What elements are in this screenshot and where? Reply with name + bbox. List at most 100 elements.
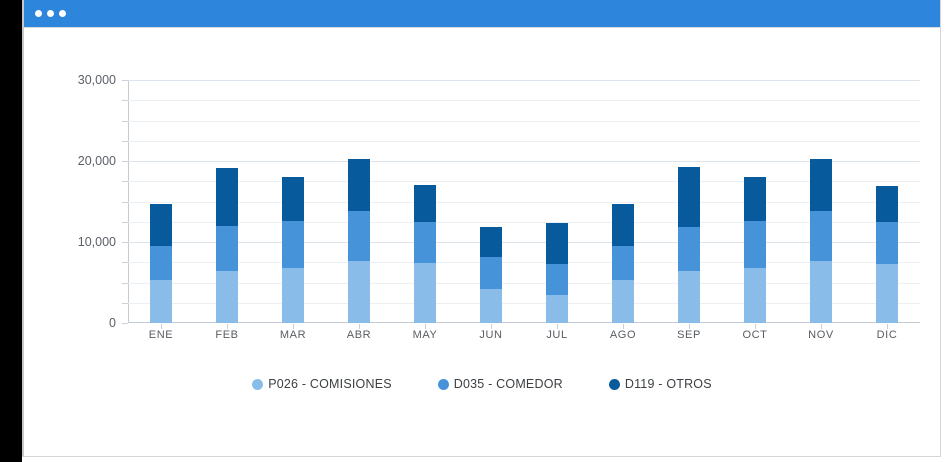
bar-segment-oct-p026[interactable]	[744, 267, 766, 323]
bar-segment-may-d035[interactable]	[414, 221, 436, 264]
y-axis-tick	[122, 323, 128, 324]
left-edge-strip	[0, 0, 22, 462]
bar-oct	[744, 80, 766, 323]
minor-gridline	[128, 302, 920, 304]
y-axis-tick	[122, 282, 128, 284]
bar-segment-oct-d035[interactable]	[744, 221, 766, 268]
y-axis-tick	[122, 242, 128, 243]
window-control-dot-icon	[47, 10, 54, 17]
bar-jun	[480, 80, 502, 323]
minor-gridline	[128, 201, 920, 203]
legend-item-d035[interactable]: D035 - COMEDOR	[437, 377, 563, 391]
legend-label: D119 - OTROS	[624, 377, 712, 391]
minor-gridline	[128, 262, 920, 264]
bar-segment-ene-p026[interactable]	[150, 280, 172, 323]
bar-segment-abr-d119[interactable]	[348, 158, 370, 212]
bar-segment-jul-p026[interactable]	[546, 294, 568, 323]
window-control-dot-icon	[35, 10, 42, 17]
y-axis-tick-label: 10,000	[77, 235, 116, 249]
x-axis-labels: ENE FEB MAR ABR MAY JUN JUL AGO SEP OCT NOV DIC	[128, 329, 920, 345]
bar-segment-jun-p026[interactable]	[480, 289, 502, 323]
bar-segment-feb-d119[interactable]	[216, 167, 238, 227]
bar-segment-nov-d119[interactable]	[810, 158, 832, 212]
bar-segment-jun-d035[interactable]	[480, 257, 502, 290]
bar-segment-ago-p026[interactable]	[612, 280, 634, 323]
major-gridline	[128, 80, 920, 81]
bar-segment-abr-d035[interactable]	[348, 211, 370, 262]
legend-item-d119[interactable]: D119 - OTROS	[608, 377, 712, 391]
bar-segment-ene-d119[interactable]	[150, 203, 172, 247]
minor-gridline	[128, 120, 920, 122]
bar-segment-sep-d119[interactable]	[678, 167, 700, 228]
minor-gridline	[128, 100, 920, 102]
x-axis-label-jun: JUN	[479, 329, 503, 341]
bar-jul	[546, 80, 568, 323]
bar-segment-nov-p026[interactable]	[810, 261, 832, 323]
bar-segment-jun-d119[interactable]	[480, 226, 502, 258]
y-axis-tick	[122, 80, 128, 81]
x-axis-label-dic: DIC	[876, 329, 898, 341]
x-axis-tick	[557, 324, 558, 329]
x-axis-tick	[359, 324, 360, 329]
bar-segment-oct-d119[interactable]	[744, 177, 766, 222]
bar-segment-may-p026[interactable]	[414, 263, 436, 323]
x-axis-tick	[161, 324, 162, 329]
x-axis-label-ene: ENE	[148, 329, 174, 341]
bar-segment-mar-p026[interactable]	[282, 267, 304, 323]
bar-segment-ago-d119[interactable]	[612, 203, 634, 247]
chart-legend: P026 - COMISIONES D035 - COMEDOR D119 - OT…	[24, 375, 940, 393]
bar-segment-mar-d119[interactable]	[282, 177, 304, 222]
bar-may	[414, 80, 436, 323]
stacked-bar-chart: 30,000 20,000 10,000 0 ENE FEB MAR ABR MAY JUN JU…	[24, 27, 940, 456]
bar-sep	[678, 80, 700, 323]
bar-segment-may-d119[interactable]	[414, 185, 436, 222]
x-axis-label-oct: OCT	[742, 329, 768, 341]
bar-segment-dic-d119[interactable]	[876, 185, 898, 223]
y-axis-tick	[122, 262, 128, 264]
bar-segment-sep-d035[interactable]	[678, 227, 700, 272]
legend-label: D035 - COMEDOR	[453, 377, 563, 391]
y-axis-tick	[122, 181, 128, 183]
bar-segment-feb-d035[interactable]	[216, 226, 238, 272]
y-axis-tick	[122, 302, 128, 304]
y-axis-labels: 30,000 20,000 10,000 0	[24, 73, 116, 330]
x-axis-label-feb: FEB	[215, 329, 239, 341]
x-axis-tick	[293, 324, 294, 329]
bar-segment-jul-d035[interactable]	[546, 263, 568, 295]
x-axis-tick	[623, 324, 624, 329]
x-axis-line	[128, 322, 920, 323]
bar-segment-mar-d035[interactable]	[282, 221, 304, 268]
bar-nov	[810, 80, 832, 323]
bar-feb	[216, 80, 238, 323]
bar-segment-jul-d119[interactable]	[546, 222, 568, 264]
x-axis-tick	[425, 324, 426, 329]
bar-segment-nov-d035[interactable]	[810, 211, 832, 262]
legend-item-p026[interactable]: P026 - COMISIONES	[252, 377, 392, 391]
x-axis-tick	[887, 324, 888, 329]
bar-dic	[876, 80, 898, 323]
window-control-dot-icon	[59, 10, 66, 17]
x-axis-tick	[755, 324, 756, 329]
minor-gridline	[128, 221, 920, 223]
bar-mar	[282, 80, 304, 323]
y-axis-tick-label: 0	[109, 316, 116, 330]
plot-area	[122, 80, 920, 329]
bar-segment-feb-p026[interactable]	[216, 271, 238, 323]
major-gridline	[128, 242, 920, 243]
bar-segment-dic-d035[interactable]	[876, 222, 898, 265]
bar-segment-abr-p026[interactable]	[348, 261, 370, 323]
bar-segment-ene-d035[interactable]	[150, 246, 172, 281]
y-axis-tick	[122, 100, 128, 102]
x-axis-label-ago: AGO	[609, 329, 637, 341]
y-axis-tick	[122, 140, 128, 142]
minor-gridline	[128, 140, 920, 142]
app-window: 30,000 20,000 10,000 0 ENE FEB MAR ABR MAY JUN JU…	[22, 0, 941, 457]
window-titlebar	[24, 0, 940, 28]
bar-segment-sep-p026[interactable]	[678, 271, 700, 323]
x-axis-label-nov: NOV	[808, 329, 834, 341]
bar-abr	[348, 80, 370, 323]
x-axis-tick	[821, 324, 822, 329]
bar-segment-ago-d035[interactable]	[612, 246, 634, 281]
bar-segment-dic-p026[interactable]	[876, 264, 898, 323]
y-axis-tick-label: 20,000	[77, 154, 116, 168]
